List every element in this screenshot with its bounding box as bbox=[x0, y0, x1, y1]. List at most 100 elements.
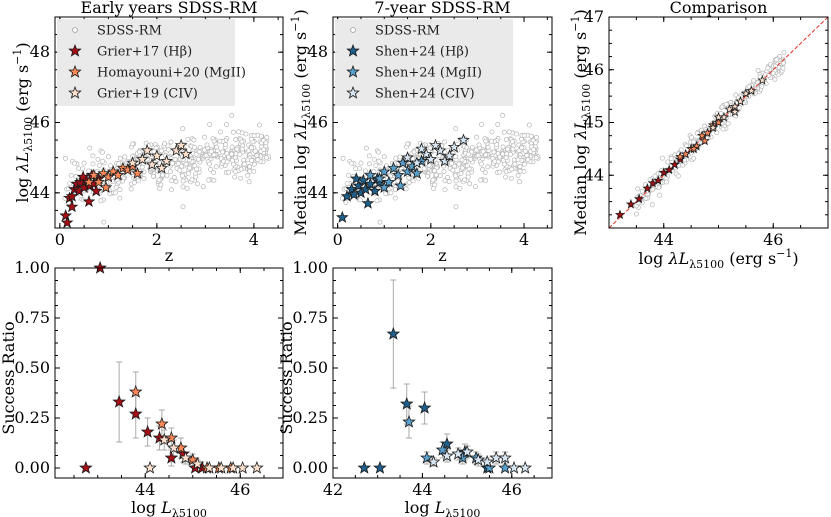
sdss-rm-point bbox=[239, 139, 245, 145]
p4-ytick-label: 0.50 bbox=[14, 358, 50, 377]
sdss-rm-point bbox=[224, 159, 230, 165]
sdss-rm-point bbox=[189, 177, 195, 183]
sdss-rm-point bbox=[252, 148, 258, 154]
p4-xtick-label: 46 bbox=[230, 480, 250, 499]
sdss-rm-point bbox=[172, 156, 178, 162]
sdss-rm-point bbox=[180, 184, 186, 190]
p3-xtick-label: 44 bbox=[654, 230, 674, 249]
p1-xtick-label: 2 bbox=[152, 230, 162, 249]
p2-data-star bbox=[424, 152, 438, 165]
sdss-rm-point bbox=[367, 161, 372, 167]
p1-data-star bbox=[140, 143, 154, 157]
sdss-rm-point bbox=[503, 155, 509, 161]
sdss-rm-point bbox=[255, 157, 261, 163]
sdss-rm-point bbox=[678, 147, 684, 153]
sdss-rm-point bbox=[136, 178, 141, 184]
p3-ylabel-part: log bbox=[571, 139, 590, 169]
sdss-rm-point bbox=[223, 141, 228, 147]
sdss-rm-point bbox=[184, 185, 190, 191]
p5-data-star bbox=[440, 448, 454, 462]
p2-data-star bbox=[429, 138, 442, 151]
p3-ylabel: Median log λLλ5100 (erg s−1) bbox=[569, 9, 593, 235]
p4-xlabel: log Lλ5100 bbox=[131, 498, 207, 517]
p4-ytick-label: 0.00 bbox=[14, 458, 50, 477]
sdss-rm-point bbox=[139, 164, 145, 170]
p2-ylabel-part: λ5100 bbox=[300, 84, 313, 119]
sdss-rm-point bbox=[206, 177, 212, 183]
sdss-rm-point bbox=[168, 139, 174, 145]
p1-data-star bbox=[179, 147, 193, 160]
sdss-rm-point bbox=[723, 101, 729, 107]
p1-data-star bbox=[60, 216, 74, 229]
sdss-rm-point bbox=[533, 155, 539, 161]
p4-ytick-label: 0.75 bbox=[14, 308, 50, 327]
sdss-rm-point bbox=[430, 177, 436, 183]
sdss-rm-point bbox=[513, 131, 519, 137]
p2-ylabel-part: Median bbox=[291, 170, 310, 236]
sdss-rm-point bbox=[515, 157, 521, 163]
p2-ytick-label: 44 bbox=[308, 183, 328, 202]
sdss-rm-point bbox=[98, 198, 104, 204]
p2-data-star bbox=[382, 175, 396, 188]
sdss-rm-point bbox=[131, 180, 137, 186]
sdss-rm-point bbox=[229, 144, 235, 150]
sdss-rm-point bbox=[720, 126, 726, 132]
sdss-rm-point bbox=[528, 133, 534, 139]
sdss-rm-point bbox=[445, 174, 451, 180]
sdss-rm-point bbox=[763, 81, 769, 87]
sdss-rm-point bbox=[226, 169, 232, 175]
sdss-rm-point bbox=[264, 135, 270, 140]
sdss-rm-point bbox=[725, 120, 731, 126]
sdss-rm-point bbox=[649, 202, 655, 208]
p3-data-star bbox=[696, 130, 708, 141]
sdss-rm-point bbox=[68, 172, 74, 178]
sdss-rm-point bbox=[97, 162, 102, 168]
sdss-rm-point bbox=[485, 144, 491, 150]
sdss-rm-point bbox=[214, 144, 219, 150]
p4-data-star bbox=[235, 460, 250, 474]
p4-data-star bbox=[128, 406, 143, 420]
p3-ytick-label: 45 bbox=[584, 113, 604, 132]
p1-legend-marker bbox=[72, 27, 78, 33]
sdss-rm-point bbox=[467, 181, 473, 187]
p1-ylabel-part: λ5100 bbox=[22, 117, 35, 152]
sdss-rm-point bbox=[421, 166, 427, 172]
sdss-rm-point bbox=[510, 139, 516, 145]
p5-data-star bbox=[440, 436, 454, 450]
sdss-rm-point bbox=[177, 167, 183, 173]
sdss-rm-point bbox=[113, 184, 119, 190]
sdss-rm-point bbox=[441, 139, 447, 145]
sdss-rm-point bbox=[376, 149, 382, 155]
p1-ylabel-part: λL bbox=[13, 152, 32, 174]
p5-data-star bbox=[399, 396, 414, 410]
sdss-rm-point bbox=[251, 133, 257, 139]
sdss-rm-point bbox=[482, 170, 488, 175]
p5-data-star bbox=[426, 454, 441, 468]
sdss-rm-point bbox=[479, 167, 485, 172]
sdss-rm-point bbox=[343, 200, 349, 205]
sdss-rm-point bbox=[765, 65, 771, 71]
p5-data-star bbox=[471, 452, 486, 466]
sdss-rm-point bbox=[397, 154, 403, 160]
sdss-rm-point bbox=[780, 65, 786, 71]
p1-data-star bbox=[169, 143, 183, 157]
sdss-rm-point bbox=[485, 164, 491, 170]
sdss-rm-point bbox=[668, 156, 674, 161]
sdss-rm-point bbox=[534, 135, 539, 140]
sdss-rm-point bbox=[207, 161, 212, 167]
sdss-rm-point bbox=[180, 173, 185, 179]
sdss-rm-point bbox=[497, 169, 503, 175]
p3-xlabel-part: λL bbox=[667, 249, 689, 268]
p2-xtick-label: 0 bbox=[333, 230, 343, 249]
p5-data-star bbox=[435, 442, 450, 456]
sdss-rm-point bbox=[480, 148, 486, 154]
sdss-rm-point bbox=[90, 153, 96, 159]
p3-data-star bbox=[669, 159, 680, 170]
sdss-rm-point bbox=[446, 179, 452, 185]
sdss-rm-point bbox=[100, 149, 105, 155]
sdss-rm-point bbox=[117, 155, 123, 161]
sdss-rm-point bbox=[157, 186, 163, 191]
sdss-rm-point bbox=[517, 164, 523, 170]
sdss-rm-point bbox=[377, 219, 383, 225]
p3-xlabel-part: λ5100 bbox=[689, 258, 724, 271]
